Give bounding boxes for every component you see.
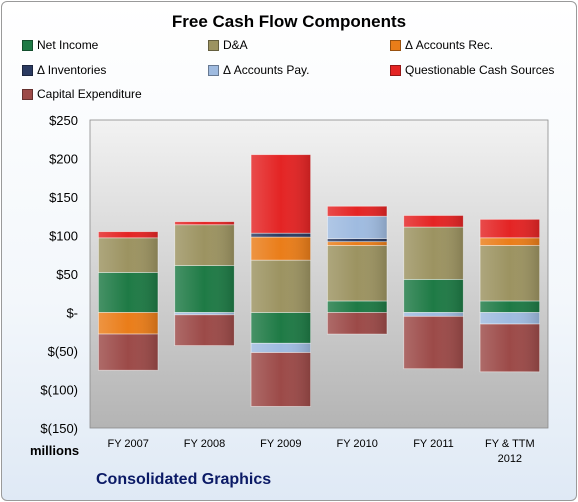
bar-segment-shading [327, 238, 387, 242]
y-tick-label: $250 [49, 113, 78, 128]
bar-segment-shading [327, 312, 387, 335]
legend-swatch [390, 39, 401, 51]
bar-segment-shading [174, 265, 235, 313]
y-tick-label: $(150) [40, 421, 78, 436]
bar-segment-shading [98, 237, 158, 273]
legend-label: Capital Expenditure [37, 87, 142, 101]
bar-segment-shading [251, 233, 311, 238]
bar-segment-shading [251, 260, 311, 313]
bar-segment-shading [403, 312, 464, 317]
legend-label: Δ Accounts Rec. [405, 38, 494, 52]
bar-segment-shading [251, 154, 311, 234]
bar-segment-shading [480, 219, 540, 238]
legend-label: D&A [223, 38, 248, 52]
bar-segment-shading [251, 312, 311, 344]
legend-swatch [208, 39, 219, 51]
y-tick-label: $50 [56, 267, 78, 282]
legend-item-accounts-pay: Δ Accounts Pay. [208, 63, 310, 77]
bar-segment-shading [480, 300, 540, 313]
y-tick-label: $(50) [48, 344, 78, 359]
units-label: millions [30, 443, 80, 458]
legend-item-accounts-rec: Δ Accounts Rec. [390, 38, 493, 52]
x-tick-label: FY 2009 [260, 438, 301, 450]
bar-segment-shading [403, 227, 464, 280]
bar-segment-shading [174, 224, 235, 266]
bar-segment-shading [98, 272, 158, 313]
bar-segment-shading [174, 312, 235, 315]
bar-segment-shading [98, 312, 158, 335]
bar-segment-shading [327, 245, 387, 301]
legend-item-da: D&A [208, 38, 248, 52]
company-name: Consolidated Graphics [96, 471, 272, 488]
y-tick-label: $200 [49, 152, 78, 167]
bar-segment-shading [480, 245, 540, 301]
bar-segment-shading [403, 215, 464, 228]
legend-label: Net Income [37, 38, 99, 52]
bar-segment-shading [327, 241, 387, 246]
bar-segment-shading [327, 216, 387, 239]
x-tick-label: FY 2007 [107, 438, 148, 450]
legend-swatch [22, 39, 33, 51]
y-tick-label: $100 [49, 229, 78, 244]
legend-swatch [390, 64, 401, 76]
legend-label: Δ Inventories [37, 63, 107, 77]
plot-area [89, 119, 549, 429]
legend-swatch [22, 88, 33, 100]
bar-segment-shading [98, 334, 158, 371]
bar-segment-shading [403, 316, 464, 369]
x-tick-label: FY 2010 [336, 438, 377, 450]
bar-segment-shading [174, 221, 235, 225]
bar-segment-shading [403, 279, 464, 313]
bar-segment-shading [98, 231, 158, 238]
bar-segment-shading [251, 237, 311, 261]
legend-item-inventories: Δ Inventories [22, 63, 106, 77]
bar-segment-shading [327, 206, 387, 217]
bar-segment-shading [480, 237, 540, 246]
chart-title: Free Cash Flow Components [171, 12, 407, 31]
legend-item-capex: Capital Expenditure [22, 87, 142, 101]
x-tick-label: FY & TTM 2012 [485, 438, 535, 465]
legend-swatch [208, 64, 219, 76]
y-tick-label: $- [66, 306, 78, 321]
x-tick-label: FY 2011 [413, 438, 454, 450]
bar-segment-shading [480, 312, 540, 325]
y-tick-label: $(100) [40, 383, 78, 398]
y-tick-label: $150 [49, 190, 78, 205]
legend-label: Questionable Cash Sources [405, 63, 555, 77]
bar-segment-shading [251, 343, 311, 353]
bar-segment-shading [480, 324, 540, 372]
legend-label: Δ Accounts Pay. [223, 63, 310, 77]
legend-item-questionable: Questionable Cash Sources [390, 63, 554, 77]
legend-item-net-income: Net Income [22, 38, 98, 52]
bar-segment-shading [327, 300, 387, 313]
bar-segment-shading [251, 352, 311, 407]
x-tick-label: FY 2008 [184, 438, 225, 450]
legend-swatch [22, 64, 33, 76]
bar-segment-shading [174, 314, 235, 346]
